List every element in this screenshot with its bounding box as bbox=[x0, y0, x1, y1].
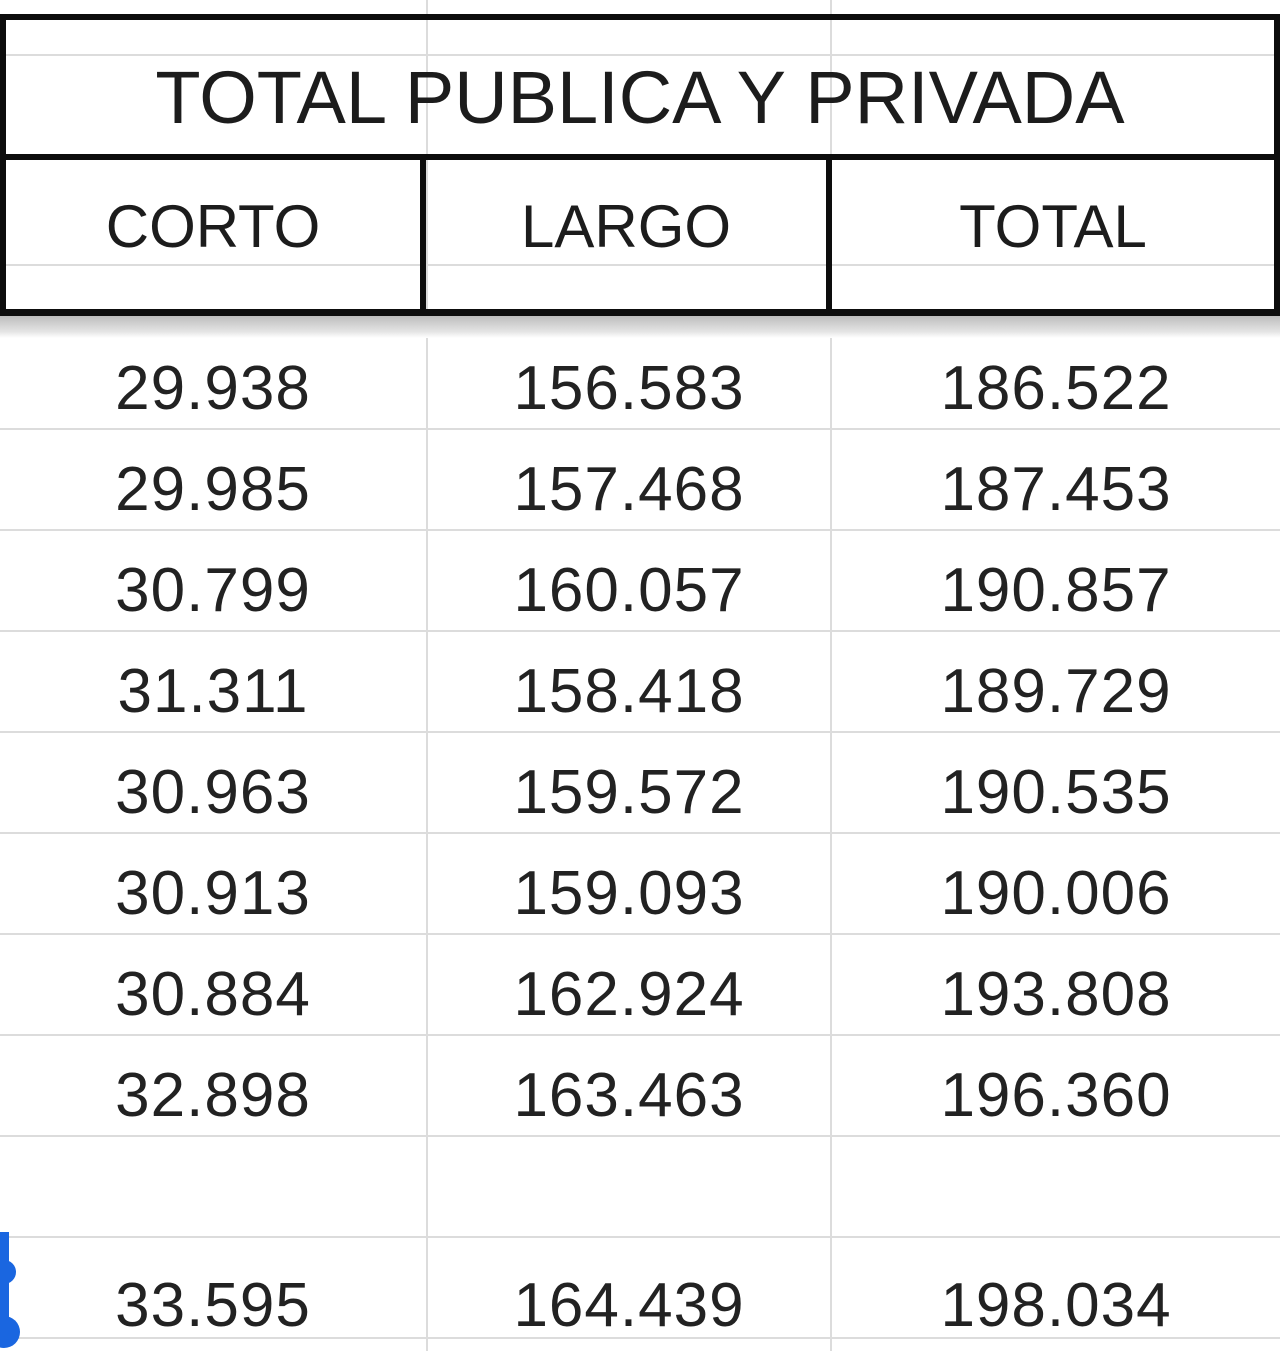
row-gridline bbox=[0, 264, 1280, 266]
cell-largo[interactable]: 156.583 bbox=[513, 354, 745, 423]
row-gridline bbox=[0, 1337, 1280, 1339]
cell-total[interactable]: 198.034 bbox=[940, 1271, 1172, 1340]
cell-corto[interactable]: 32.898 bbox=[115, 1061, 311, 1130]
column-header-total[interactable]: TOTAL bbox=[832, 160, 1280, 316]
row-gridline bbox=[0, 1135, 1280, 1137]
cell-corto[interactable] bbox=[0, 1137, 426, 1238]
table-row: 29.985 157.468 187.453 bbox=[0, 439, 1280, 540]
table-title-cell[interactable]: TOTAL PUBLICA Y PRIVADA bbox=[0, 14, 1280, 160]
table-row: 31.311 158.418 189.729 bbox=[0, 641, 1280, 742]
cell-largo[interactable]: 159.572 bbox=[513, 758, 745, 827]
table-row: 30.799 160.057 190.857 bbox=[0, 540, 1280, 641]
selection-handle-icon[interactable] bbox=[0, 1232, 24, 1351]
frozen-row-divider bbox=[0, 316, 1280, 338]
cell-total[interactable]: 190.006 bbox=[940, 859, 1172, 928]
table-row: 33.595 164.439 198.034 bbox=[0, 1238, 1280, 1351]
row-gridline bbox=[0, 529, 1280, 531]
table-row-empty bbox=[0, 1137, 1280, 1238]
row-gridline bbox=[0, 832, 1280, 834]
row-gridline bbox=[0, 1236, 1280, 1238]
cell-total[interactable] bbox=[832, 1137, 1280, 1238]
cell-total[interactable]: 189.729 bbox=[940, 657, 1172, 726]
table-row: 32.898 163.463 196.360 bbox=[0, 1045, 1280, 1146]
column-header-label: LARGO bbox=[520, 193, 732, 260]
column-gridline bbox=[830, 0, 832, 1351]
cell-largo[interactable]: 163.463 bbox=[513, 1061, 745, 1130]
column-gridline bbox=[426, 0, 428, 1351]
row-gridline bbox=[0, 933, 1280, 935]
cell-total[interactable]: 190.535 bbox=[940, 758, 1172, 827]
row-gridline bbox=[0, 428, 1280, 430]
row-gridline bbox=[0, 1034, 1280, 1036]
cell-corto[interactable]: 29.938 bbox=[115, 354, 311, 423]
table-row: 29.938 156.583 186.522 bbox=[0, 338, 1280, 439]
column-header-label: TOTAL bbox=[959, 193, 1147, 260]
cell-corto[interactable]: 33.595 bbox=[115, 1271, 311, 1340]
cell-largo[interactable]: 164.439 bbox=[513, 1271, 745, 1340]
cell-corto[interactable]: 30.963 bbox=[115, 758, 311, 827]
cell-corto[interactable]: 30.913 bbox=[115, 859, 311, 928]
cell-total[interactable]: 196.360 bbox=[940, 1061, 1172, 1130]
column-header-label: CORTO bbox=[105, 193, 321, 260]
cell-largo[interactable]: 157.468 bbox=[513, 455, 745, 524]
cell-corto[interactable]: 29.985 bbox=[115, 455, 311, 524]
cell-corto[interactable]: 30.799 bbox=[115, 556, 311, 625]
cell-largo[interactable]: 159.093 bbox=[513, 859, 745, 928]
cell-largo[interactable] bbox=[426, 1137, 832, 1238]
cell-largo[interactable]: 158.418 bbox=[513, 657, 745, 726]
cell-largo[interactable]: 162.924 bbox=[513, 960, 745, 1029]
cell-corto[interactable]: 31.311 bbox=[117, 657, 309, 726]
table-row: 30.963 159.572 190.535 bbox=[0, 742, 1280, 843]
cell-total[interactable]: 187.453 bbox=[940, 455, 1172, 524]
cell-total[interactable]: 186.522 bbox=[940, 354, 1172, 423]
column-header-largo[interactable]: LARGO bbox=[426, 160, 832, 316]
cell-total[interactable]: 193.808 bbox=[940, 960, 1172, 1029]
row-gridline bbox=[0, 731, 1280, 733]
cell-total[interactable]: 190.857 bbox=[940, 556, 1172, 625]
table-row: 30.884 162.924 193.808 bbox=[0, 944, 1280, 1045]
table-row: 30.913 159.093 190.006 bbox=[0, 843, 1280, 944]
column-header-corto[interactable]: CORTO bbox=[0, 160, 426, 316]
cell-largo[interactable]: 160.057 bbox=[513, 556, 745, 625]
table-title: TOTAL PUBLICA Y PRIVADA bbox=[155, 56, 1125, 139]
row-gridline bbox=[0, 630, 1280, 632]
cell-corto[interactable]: 30.884 bbox=[115, 960, 311, 1029]
row-gridline bbox=[0, 54, 1280, 56]
